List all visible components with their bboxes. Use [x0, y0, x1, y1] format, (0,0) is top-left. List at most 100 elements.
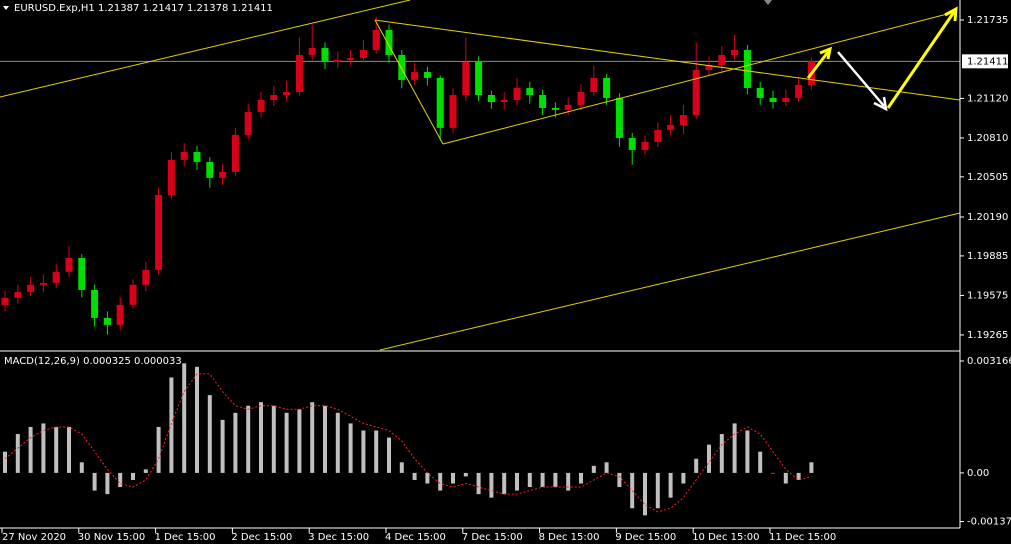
macd-bar — [41, 423, 46, 473]
candle-body — [462, 61, 470, 95]
macd-bar — [207, 395, 212, 473]
x-tick-label: 2 Dec 15:00 — [231, 532, 292, 543]
x-tick-label: 4 Dec 15:00 — [385, 532, 446, 543]
macd-bar — [118, 472, 123, 488]
candle-body — [692, 70, 700, 116]
y-tick-label: 0.003166 — [967, 356, 1011, 367]
macd-bar — [681, 472, 686, 484]
candle-body — [39, 282, 47, 285]
macd-bar — [476, 472, 481, 495]
macd-bar — [771, 472, 775, 474]
candle-body — [731, 49, 739, 55]
drawings — [0, 0, 961, 351]
macd-bar — [387, 437, 391, 473]
macd-bar — [3, 451, 7, 473]
candle-body — [14, 291, 22, 298]
macd-bar — [515, 472, 519, 491]
candle-body — [769, 97, 777, 103]
macd-bar — [425, 472, 430, 484]
candle-body — [398, 54, 406, 80]
macd-bar — [105, 472, 110, 495]
candle-body — [206, 161, 214, 178]
y-tick-label: 1.20190 — [967, 212, 1008, 223]
macd-bar — [259, 402, 263, 473]
candle-body — [795, 84, 803, 98]
macd-bar — [566, 472, 571, 491]
candle-body — [321, 47, 329, 62]
candle-body — [27, 284, 35, 292]
macd-bar — [323, 405, 327, 473]
candle-body — [423, 71, 431, 78]
scroll-marker — [764, 0, 772, 5]
candle-body — [756, 87, 764, 98]
macd-bar — [719, 434, 724, 473]
x-tick-label: 9 Dec 15:00 — [615, 532, 676, 543]
candle-body — [334, 59, 342, 62]
macd-bar — [694, 458, 699, 473]
macd-bar — [655, 472, 660, 509]
x-tick-label: 11 Dec 15:00 — [769, 532, 836, 543]
candle-body — [244, 111, 252, 135]
candle-body — [231, 134, 239, 172]
macd-bar — [707, 444, 711, 473]
macd-bar — [297, 409, 302, 473]
candle-body — [590, 77, 598, 92]
candle-body — [411, 71, 419, 80]
candle-body — [577, 91, 585, 105]
macd-bar — [143, 469, 148, 473]
candle-body — [65, 257, 73, 272]
candle-body — [667, 124, 675, 130]
y-tick-label: 1.21120 — [967, 93, 1008, 104]
macd-bar — [412, 472, 417, 480]
trend-line — [442, 11, 956, 145]
macd-bar — [374, 430, 379, 473]
macd-bar — [438, 472, 443, 491]
macd-bar — [630, 472, 635, 509]
macd-bar — [668, 472, 673, 498]
macd-bar — [604, 462, 609, 473]
macd-bar — [182, 363, 187, 473]
macd-bar — [79, 462, 84, 473]
candle-body — [372, 29, 380, 50]
candle-body — [551, 107, 559, 110]
candle-body — [449, 94, 457, 128]
trend-line — [374, 19, 444, 145]
macd-bar — [451, 472, 455, 484]
macd-bar — [284, 412, 289, 473]
candle-body — [628, 137, 636, 150]
macd-bar — [310, 402, 315, 473]
macd-bar — [348, 423, 353, 473]
macd-bar — [527, 472, 532, 488]
macd-bar — [591, 465, 596, 473]
macd-bar — [28, 426, 33, 473]
candle-body — [257, 99, 265, 112]
candle-body — [308, 47, 316, 55]
trend-line — [0, 0, 411, 98]
macd-bar — [92, 472, 97, 491]
trend-line — [379, 212, 961, 351]
candle-body — [219, 171, 227, 178]
x-tick-label: 30 Nov 15:00 — [78, 532, 145, 543]
candle-body — [385, 29, 393, 55]
macd-bar — [15, 434, 20, 473]
macd-bar — [540, 472, 545, 488]
candle-body — [52, 271, 60, 283]
macd-bar — [246, 405, 251, 473]
x-tick-label: 1 Dec 15:00 — [155, 532, 216, 543]
y-tick-label: 1.20505 — [967, 172, 1008, 183]
arrow — [806, 46, 833, 79]
candle-body — [513, 87, 521, 100]
candle-body — [615, 97, 623, 138]
x-tick-label: 7 Dec 15:00 — [462, 532, 523, 543]
macd-bar — [579, 472, 583, 484]
macd-bar — [617, 472, 622, 488]
candle-body — [78, 257, 86, 290]
macd-bar — [67, 426, 71, 473]
arrow — [837, 51, 888, 112]
candle-body — [641, 141, 649, 150]
macd-bar — [809, 462, 814, 473]
macd-bar — [131, 472, 135, 480]
y-tick-label: 0.00 — [967, 468, 989, 479]
